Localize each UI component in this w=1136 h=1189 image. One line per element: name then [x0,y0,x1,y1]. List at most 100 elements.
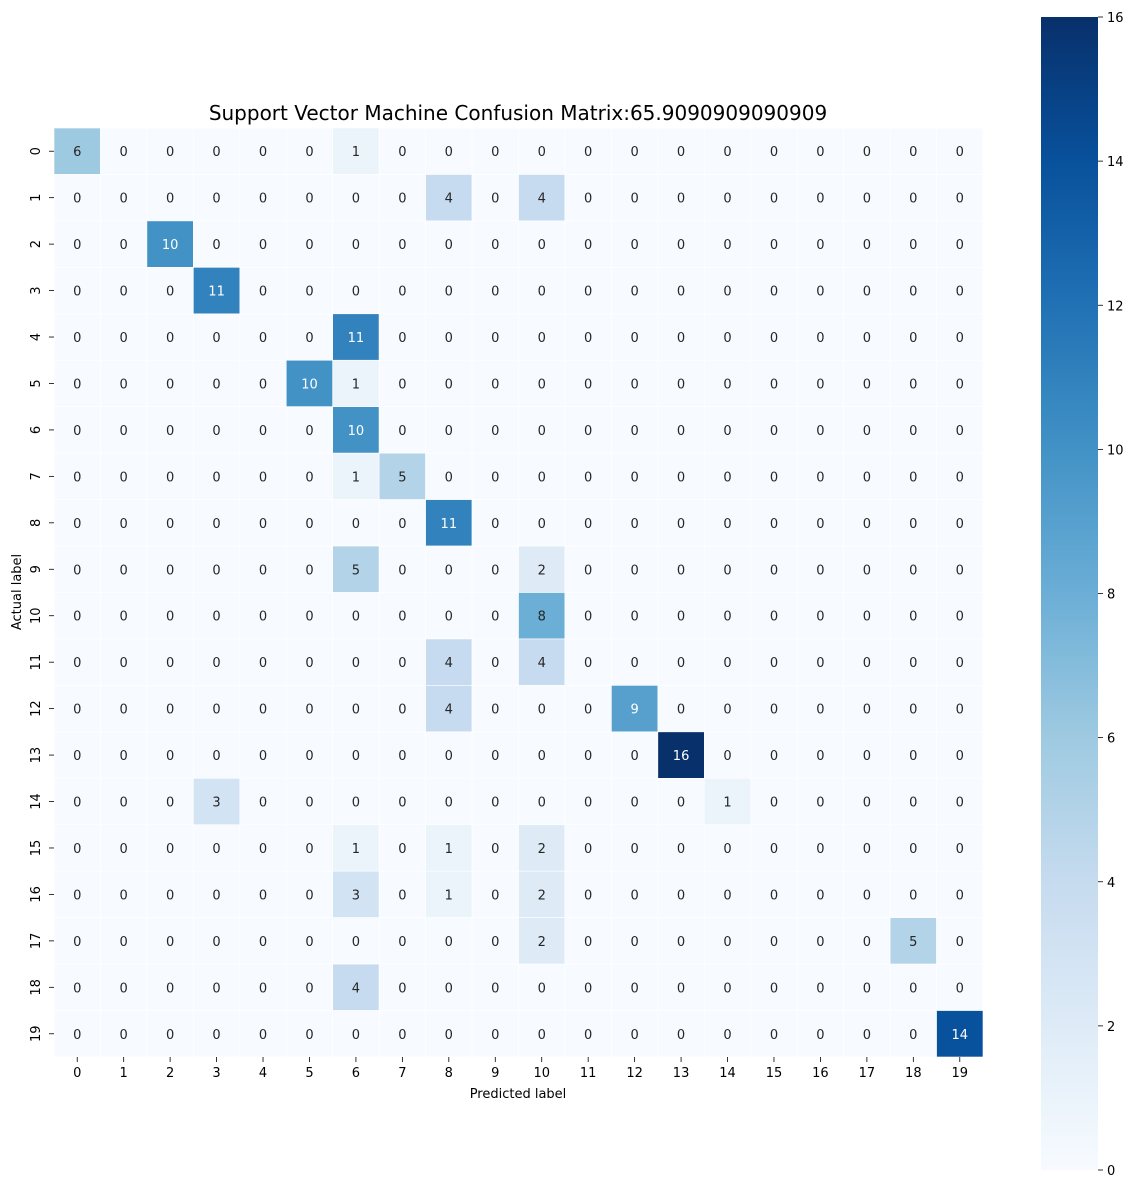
heatmap-cell [146,545,194,593]
y-tick-label: 2 [29,240,44,248]
heatmap-cell [796,127,844,175]
heatmap-cell [239,220,287,268]
cell-value-label: 0 [863,192,871,207]
heatmap-cell [378,824,426,872]
heatmap-cell [796,824,844,872]
cell-value-label: 0 [259,656,267,671]
cell-value-label: 0 [770,1028,778,1043]
cell-value-label: 0 [538,145,546,160]
cell-value-label: 0 [677,331,685,346]
heatmap-cell [146,917,194,965]
cell-value-label: 0 [677,192,685,207]
cell-value-label: 0 [259,285,267,300]
heatmap-cell [100,870,148,918]
heatmap-cell [889,685,937,733]
cell-value-label: 0 [73,1028,81,1043]
cell-value-label: 0 [956,842,964,857]
cell-value-label: 0 [259,192,267,207]
heatmap-cells: 6 0 0 0 0 0 1 0 0 0 0 0 0 0 0 0 0 0 0 00 0 0 0 0 0 0 0 4 0 4 0 0 0 0 0 0 0 0 0… [53,127,984,1058]
cell-value-label: 0 [259,424,267,439]
cell-value-label: 0 [630,1028,638,1043]
cell-value-label: 0 [723,517,731,532]
cell-value-label: 0 [677,703,685,718]
cell-value-label: 0 [445,935,453,950]
heatmap-cell [332,267,380,315]
heatmap-cell [657,267,705,315]
cell-value-label: 0 [677,981,685,996]
y-tick-label: 9 [29,565,44,573]
heatmap-cell [518,870,566,918]
cell-value-label: 0 [305,1028,313,1043]
cell-value-label: 0 [491,145,499,160]
cell-value-label: 0 [863,888,871,903]
cell-value-label: 0 [491,1028,499,1043]
cell-value-label: 0 [212,192,220,207]
heatmap-cell [889,824,937,872]
heatmap-cell [285,777,334,826]
heatmap-cell [703,824,752,872]
x-tick-label: 0 [73,1066,81,1081]
cell-value-label: 0 [770,424,778,439]
cell-value-label: 0 [212,610,220,625]
heatmap-cell [471,359,519,408]
cell-value-label: 0 [73,749,81,764]
heatmap-cell [285,452,334,500]
cell-value-label: 0 [723,981,731,996]
heatmap-cell [796,267,844,315]
heatmap-cell [193,127,241,175]
cell-value-label: 0 [863,656,871,671]
heatmap-cell [796,545,844,593]
x-tick-label: 11 [580,1066,597,1081]
y-tick-label: 16 [29,886,44,903]
heatmap-cell [611,499,659,547]
cell-value-label: 0 [677,470,685,485]
heatmap-cell [146,731,194,779]
cell-value-label: 0 [816,842,824,857]
heatmap-cell [100,359,148,408]
heatmap-cell [564,127,612,175]
cell-value-label: 0 [538,285,546,300]
cell-value-label: 0 [584,285,592,300]
cell-value-label: 0 [491,192,499,207]
heatmap-cell [889,127,937,175]
heatmap-cell [703,359,752,408]
cell-value-label: 0 [584,842,592,857]
cell-value-label: 0 [73,888,81,903]
heatmap-cell [518,406,566,454]
cell-value-label: 0 [120,888,128,903]
cell-value-label: 0 [584,981,592,996]
cell-value-label: 0 [491,563,499,578]
heatmap-cell [100,313,148,361]
cell-value-label: 0 [259,377,267,392]
cell-value-label: 0 [305,331,313,346]
colorbar: 0 2 4 6 8 10 12 14 16 [1041,11,1124,1179]
cell-value-label: 0 [73,470,81,485]
cell-value-label: 0 [491,470,499,485]
heatmap-cell [657,917,705,965]
heatmap-cell [796,313,844,361]
cell-value-label: 0 [398,888,406,903]
cell-value-label: 4 [538,192,546,207]
heatmap-cell [611,220,659,268]
cell-value-label: 0 [445,377,453,392]
cell-value-label: 0 [770,610,778,625]
cell-value-label: 2 [538,563,546,578]
heatmap-cell [100,220,148,268]
cell-value-label: 0 [352,238,360,253]
cell-value-label: 0 [584,192,592,207]
cell-value-label: 0 [212,517,220,532]
x-tick-label: 8 [445,1066,453,1081]
cell-value-label: 0 [677,842,685,857]
y-tick-label: 0 [29,147,44,155]
cell-value-label: 0 [956,796,964,811]
x-axis-label: Predicted label [470,1087,567,1102]
cell-value-label: 1 [445,842,453,857]
x-tick-label: 15 [766,1066,783,1081]
cell-value-label: 0 [212,888,220,903]
heatmap-cell [146,406,194,454]
heatmap-cell [936,731,984,779]
cell-value-label: 0 [259,842,267,857]
cell-value-label: 0 [259,935,267,950]
cell-value-label: 0 [863,935,871,950]
cell-value-label: 0 [770,517,778,532]
